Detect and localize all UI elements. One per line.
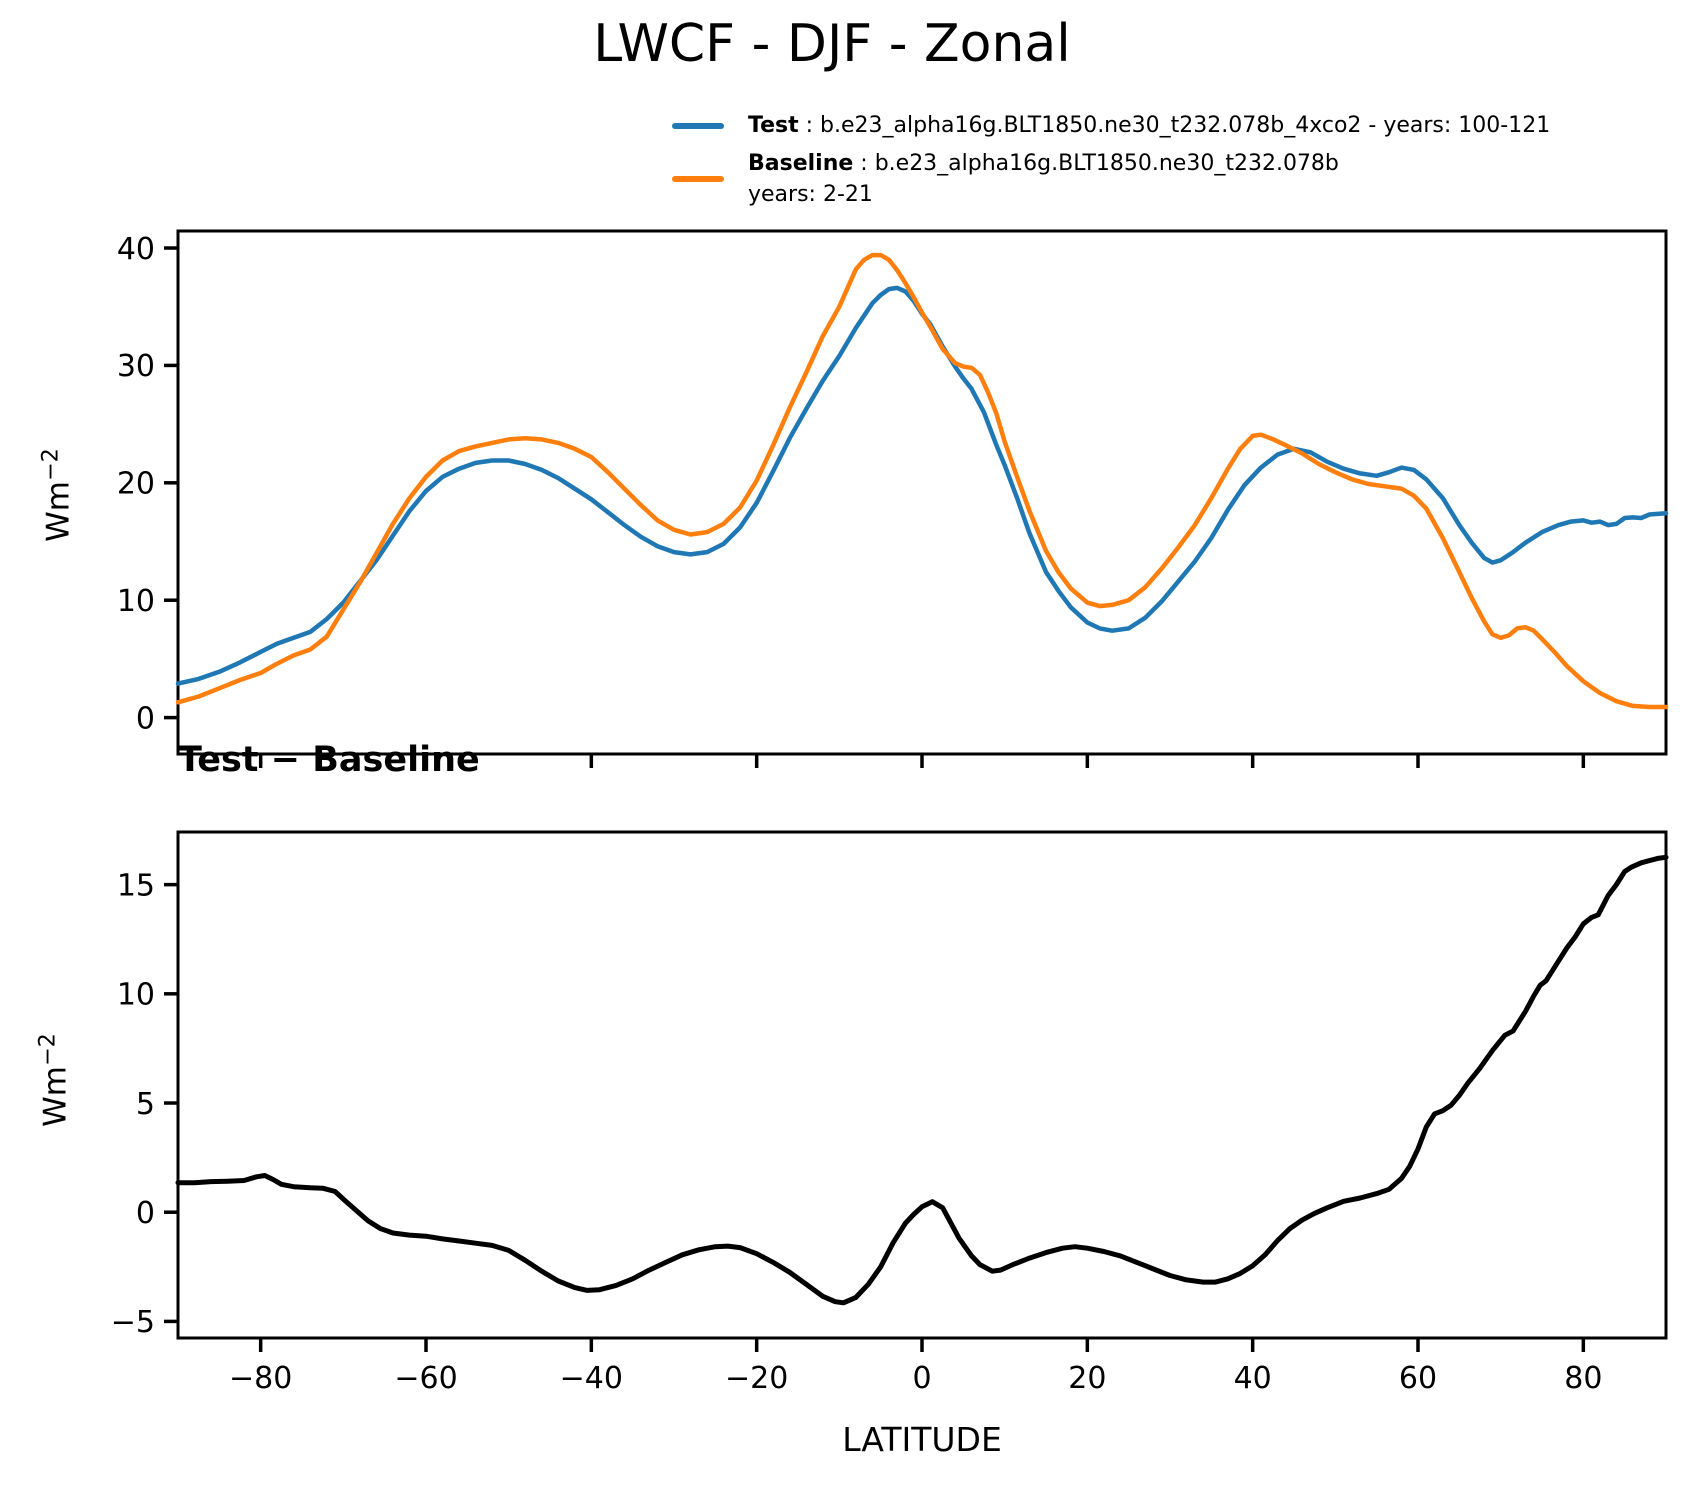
figure-title: LWCF - DJF - Zonal <box>593 14 1071 74</box>
series-test-baseline <box>175 854 1669 1306</box>
y-tick-label: 10 <box>117 584 155 619</box>
legend-entry-test-label: Test : b.e23_alpha16g.BLT1850.ne30_t232.… <box>748 110 1550 141</box>
x-tick-label: 60 <box>1399 1361 1437 1396</box>
legend-baseline-description: : b.e23_alpha16g.BLT1850.ne30_t232.078b <box>853 151 1339 176</box>
x-tick-label: −40 <box>560 1361 623 1396</box>
diff-plot-ylabel: Wm−2 <box>34 1033 74 1127</box>
legend-test-name: Test <box>748 113 799 138</box>
legend-entry-baseline-label: Baseline : b.e23_alpha16g.BLT1850.ne30_t… <box>748 148 1339 210</box>
test-line-swatch <box>672 122 724 129</box>
legend-baseline-years: years: 2-21 <box>748 182 873 207</box>
diff-plot-title: Test − Baseline <box>178 740 480 780</box>
subplot-main: 0 10 20 30 40 <box>117 229 1669 768</box>
x-tick-label: −20 <box>725 1361 788 1396</box>
legend-entry-test: Test : b.e23_alpha16g.BLT1850.ne30_t232.… <box>672 110 1550 141</box>
y-tick-label: 40 <box>117 232 155 267</box>
y-tick-label: 15 <box>117 868 155 903</box>
legend-test-description: : b.e23_alpha16g.BLT1850.ne30_t232.078b_… <box>798 113 1551 138</box>
y-tick-label: 5 <box>136 1087 155 1122</box>
x-tick-label: 80 <box>1564 1361 1602 1396</box>
x-tick-label: −80 <box>229 1361 292 1396</box>
x-tick-label: 20 <box>1068 1361 1106 1396</box>
y-tick-label: 30 <box>117 349 155 384</box>
series-test <box>175 285 1669 686</box>
subplot-diff: −80 −60 −40 −20 0 20 40 60 80 −5 0 5 10 15 <box>111 830 1669 1396</box>
series-baseline <box>175 252 1669 710</box>
axes-frame <box>176 830 1668 1340</box>
baseline-line-swatch <box>672 176 724 182</box>
legend-entry-baseline: Baseline : b.e23_alpha16g.BLT1850.ne30_t… <box>672 148 1550 210</box>
y-tick-label: 0 <box>136 1196 155 1231</box>
x-tick-label: −60 <box>394 1361 457 1396</box>
y-tick-label: 0 <box>136 701 155 736</box>
x-axis-label: LATITUDE <box>842 1420 1002 1459</box>
y-tick-label: 20 <box>117 467 155 502</box>
y-tick-label: 10 <box>117 978 155 1013</box>
legend: Test : b.e23_alpha16g.BLT1850.ne30_t232.… <box>672 110 1550 217</box>
x-tick-label: 0 <box>912 1361 931 1396</box>
top-plot-ylabel: Wm−2 <box>37 448 77 542</box>
legend-baseline-name: Baseline <box>748 151 854 176</box>
y-tick-label: −5 <box>111 1305 155 1340</box>
x-tick-label: 40 <box>1234 1361 1272 1396</box>
